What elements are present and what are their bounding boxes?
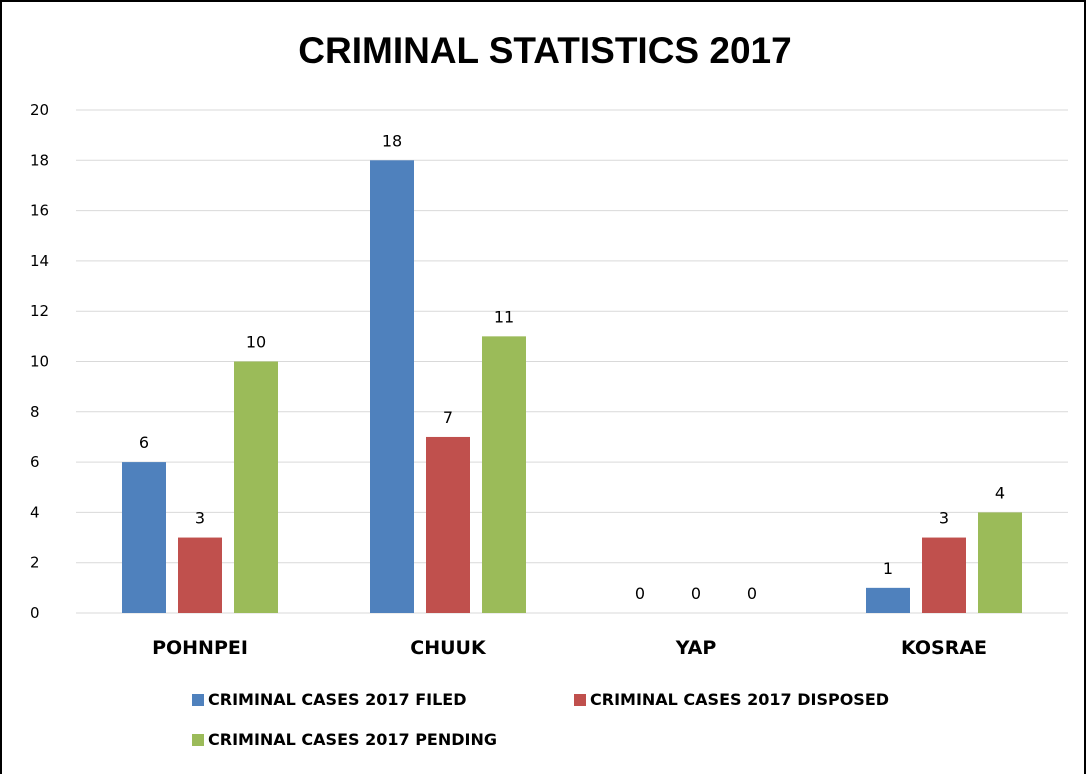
data-label: 0 [635, 584, 645, 603]
legend-label: CRIMINAL CASES 2017 DISPOSED [590, 690, 890, 709]
y-tick-label: 0 [30, 604, 40, 622]
y-tick-label: 18 [30, 151, 49, 169]
data-label: 3 [195, 509, 205, 528]
x-category-label: YAP [675, 637, 717, 659]
bar [178, 537, 222, 613]
bar [426, 436, 470, 613]
bars [122, 160, 1022, 614]
data-label: 10 [246, 333, 266, 352]
bar [122, 462, 166, 613]
x-category-label: KOSRAE [901, 637, 987, 659]
data-label: 18 [382, 131, 402, 150]
y-tick-label: 12 [30, 302, 49, 320]
bar [978, 512, 1022, 613]
chart-title: CRIMINAL STATISTICS 2017 [298, 30, 792, 71]
bar [922, 537, 966, 613]
y-tick-label: 2 [30, 554, 40, 572]
legend: CRIMINAL CASES 2017 FILED CRIMINAL CASES … [192, 690, 992, 770]
data-label: 7 [443, 408, 453, 427]
y-tick-label: 6 [30, 453, 40, 471]
data-labels: 6 3 10 18 7 11 0 0 0 1 3 4 [139, 131, 1005, 603]
x-category-label: POHNPEI [152, 637, 248, 659]
gridlines [76, 109, 1068, 614]
y-axis-ticks: 0 2 4 6 8 10 12 14 16 18 20 [30, 101, 49, 622]
bar [866, 587, 910, 613]
data-label: 11 [494, 307, 514, 326]
bar [370, 160, 414, 614]
y-tick-label: 4 [30, 503, 40, 521]
x-category-label: CHUUK [410, 637, 487, 659]
y-tick-label: 8 [30, 403, 40, 421]
chart-plot: 0 2 4 6 8 10 12 14 16 18 20 6 3 10 18 7 11 0 0 0 1 3 4 POHNPE… [30, 101, 1068, 659]
data-label: 1 [883, 559, 893, 578]
y-tick-label: 14 [30, 252, 49, 270]
data-label: 0 [747, 584, 757, 603]
bar [482, 336, 526, 613]
data-label: 3 [939, 509, 949, 528]
legend-swatch [192, 693, 204, 706]
y-tick-label: 16 [30, 202, 49, 220]
y-tick-label: 10 [30, 353, 49, 371]
data-label: 6 [139, 433, 149, 452]
legend-swatch [192, 733, 204, 746]
legend-item: CRIMINAL CASES 2017 DISPOSED [574, 690, 889, 709]
x-axis-categories: POHNPEI CHUUK YAP KOSRAE [152, 637, 987, 659]
legend-swatch [574, 693, 586, 706]
data-label: 0 [691, 584, 701, 603]
legend-item: CRIMINAL CASES 2017 FILED [192, 690, 467, 709]
legend-label: CRIMINAL CASES 2017 FILED [208, 690, 467, 709]
y-tick-label: 20 [30, 101, 49, 119]
data-label: 4 [995, 483, 1005, 502]
bar [234, 361, 278, 613]
legend-item: CRIMINAL CASES 2017 PENDING [192, 730, 497, 749]
legend-label: CRIMINAL CASES 2017 PENDING [208, 730, 498, 749]
